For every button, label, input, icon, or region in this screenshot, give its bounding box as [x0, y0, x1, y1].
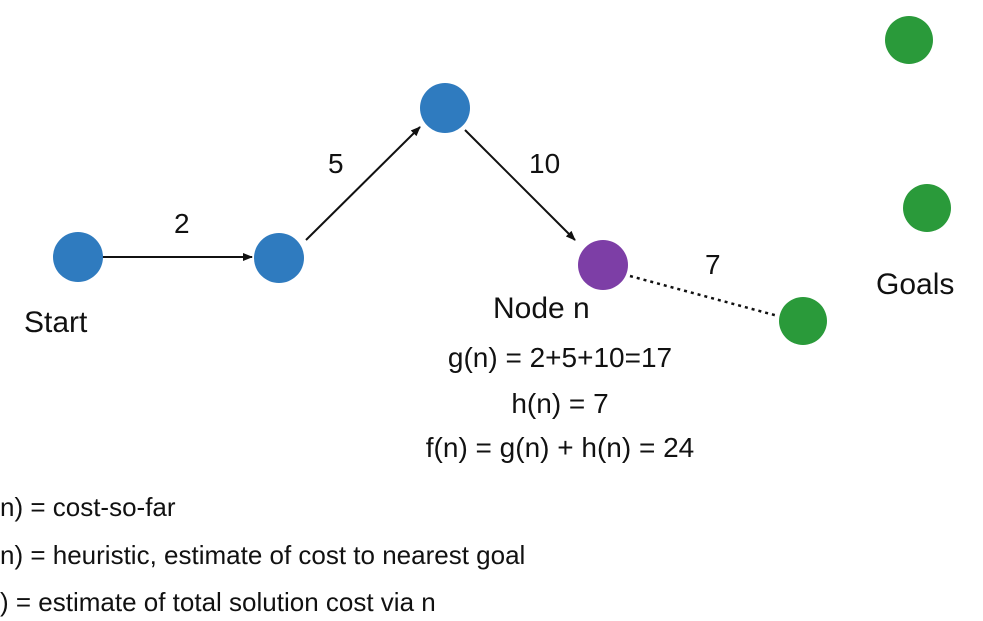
node-n-label: Node n	[493, 292, 590, 325]
edge-node2-to-node-n	[464, 129, 576, 241]
edge-cost-node1-node2: 5	[328, 148, 344, 179]
start-node	[53, 232, 103, 282]
legend-h-definition: n) = heuristic, estimate of cost to near…	[0, 540, 526, 570]
start-label: Start	[24, 306, 88, 339]
edge-cost-node-n-goal: 7	[705, 249, 721, 280]
edge-cost-start-node1: 2	[174, 208, 190, 239]
node-2	[420, 83, 470, 133]
legend-f-definition: ) = estimate of total solution cost via …	[0, 587, 436, 617]
g-formula: g(n) = 2+5+10=17	[447, 342, 673, 373]
edge-node-n-to-goal	[629, 274, 779, 318]
h-formula: h(n) = 7	[511, 388, 609, 419]
edge-cost-node2-node-n: 10	[529, 148, 561, 179]
node-1	[254, 233, 304, 283]
legend-g-definition: n) = cost-so-far	[0, 492, 176, 522]
f-formula: f(n) = g(n) + h(n) = 24	[425, 432, 695, 463]
edge-node1-to-node2	[305, 126, 421, 241]
node-n	[578, 240, 628, 290]
goal-node-2	[903, 184, 951, 232]
goals-label: Goals	[876, 268, 955, 301]
goal-node-3	[779, 297, 827, 345]
goal-node-1	[885, 16, 933, 64]
